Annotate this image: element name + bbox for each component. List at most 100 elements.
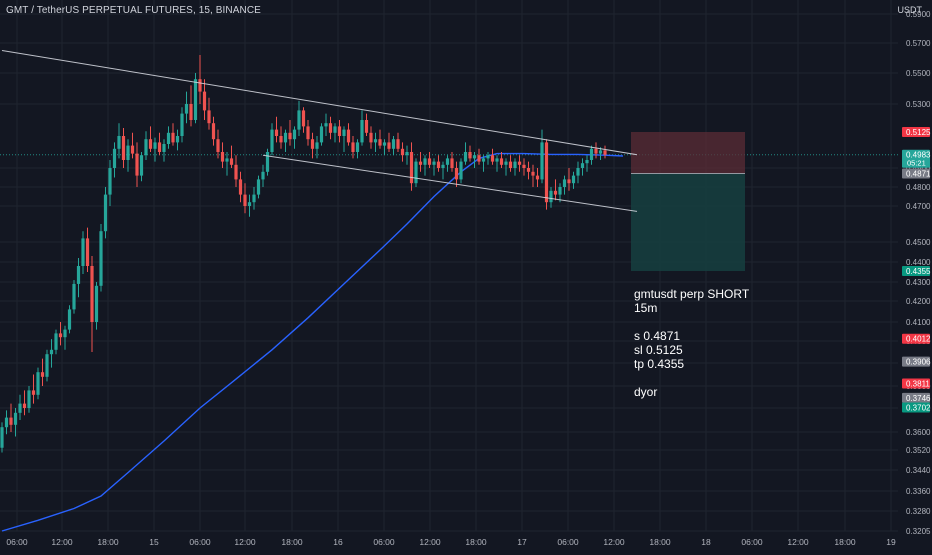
candle [306, 120, 310, 146]
candle-body [13, 412, 18, 425]
candle-body [423, 158, 427, 165]
candle [364, 113, 369, 136]
candle-body [391, 139, 396, 149]
candle-body [220, 152, 225, 162]
candle [382, 139, 387, 156]
candle-body [193, 79, 198, 120]
candle [81, 231, 85, 274]
grid [0, 0, 898, 532]
candle [292, 126, 297, 149]
candle-body [549, 190, 553, 203]
candle-body [571, 175, 576, 184]
x-tick-label: 15 [149, 537, 159, 547]
candle [175, 129, 180, 151]
x-tick-label: 17 [517, 537, 527, 547]
candle-body [18, 403, 22, 413]
candle-body [135, 153, 139, 176]
candle-body [180, 113, 184, 136]
symbol-title[interactable]: GMT / TetherUS PERPETUAL FUTURES, 15, BI… [6, 5, 261, 16]
candle-body [436, 161, 441, 168]
candle-body [427, 158, 432, 165]
candle [396, 132, 400, 152]
candle [297, 100, 301, 136]
candle [477, 148, 481, 165]
candle [162, 139, 166, 162]
price-axis[interactable]: 0.3205 0.3280 0.3360 0.3440 0.3520 0.3600 0.37… [902, 10, 931, 536]
candle [225, 152, 229, 176]
y-tick-label: 0.3360 [906, 487, 931, 496]
candle-body [454, 168, 459, 180]
annotation-line4: sl 0.5125 [634, 343, 683, 357]
position-zones [631, 132, 745, 271]
price-badge-label: 0.4871 [906, 170, 931, 179]
candle [504, 158, 508, 176]
candle-body [207, 110, 211, 124]
candles [0, 55, 607, 453]
candle [400, 142, 405, 162]
candle-body [238, 179, 243, 195]
candle-body [535, 175, 540, 180]
candle-body [432, 161, 436, 165]
candle-body [580, 163, 585, 168]
candle-body [126, 145, 130, 160]
y-tick-label: 0.4900 [906, 164, 931, 173]
candle [598, 147, 603, 160]
candle [85, 227, 90, 272]
candle-body [328, 123, 333, 133]
candle-body [27, 390, 31, 408]
candle-body [504, 161, 508, 165]
candle-body [112, 148, 117, 168]
candle-body [544, 142, 549, 203]
candle [139, 152, 144, 182]
candle-body [148, 139, 153, 149]
candle [553, 179, 558, 201]
candle [436, 155, 441, 172]
candle-body [355, 142, 360, 152]
candle [121, 128, 126, 168]
candle-body [211, 123, 216, 140]
candle-body [486, 155, 490, 159]
annotation-line1: gmtusdt perp SHORT [634, 287, 750, 301]
candle [594, 142, 598, 159]
candle-body [153, 142, 157, 149]
currency-label[interactable]: USDT [897, 5, 923, 15]
candle [229, 145, 234, 168]
price-badge [902, 378, 930, 389]
candle [360, 110, 364, 146]
candle-body [396, 139, 400, 149]
x-tick-label: 12:00 [603, 537, 625, 547]
candle-body [9, 417, 13, 425]
candle-body [603, 150, 607, 155]
candle-body [184, 104, 189, 114]
candle [67, 305, 72, 334]
candle-body [22, 403, 27, 408]
x-tick-label: 18:00 [465, 537, 487, 547]
candle-body [351, 142, 355, 152]
candle [171, 123, 175, 146]
candle [153, 137, 157, 162]
candle [580, 158, 585, 176]
candle-body [162, 144, 166, 152]
candle-body [166, 132, 171, 144]
x-tick-label: 18:00 [649, 537, 671, 547]
candle [315, 136, 319, 159]
candle-body [315, 142, 319, 149]
candle [49, 339, 54, 368]
candle [36, 367, 40, 400]
candle-body [576, 168, 580, 176]
candle-body [99, 231, 103, 286]
candle [513, 158, 517, 176]
candle [369, 126, 373, 149]
y-tick-label: 0.3440 [906, 466, 931, 475]
candle [18, 394, 22, 420]
time-axis[interactable]: 06:00 12:00 18:00 15 06:00 12:00 18:00 16 06:00 1… [6, 537, 896, 547]
stop-loss-zone [631, 132, 745, 174]
candle-body [202, 91, 207, 111]
y-tick-label: 0.4100 [906, 318, 931, 327]
candle-body [445, 158, 450, 165]
candle-body [441, 164, 445, 168]
price-badge [902, 356, 930, 367]
candle [211, 116, 216, 146]
